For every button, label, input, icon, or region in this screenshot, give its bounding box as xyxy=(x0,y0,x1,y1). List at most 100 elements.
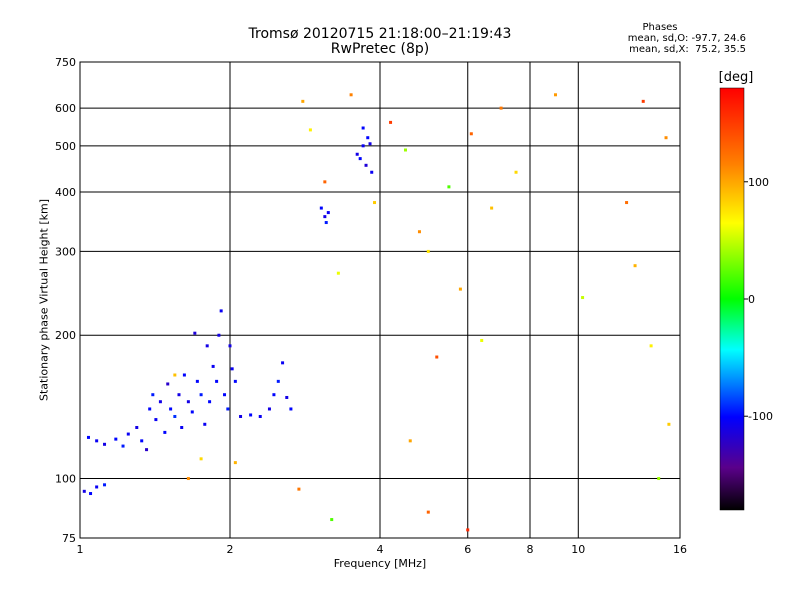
data-point-x xyxy=(199,457,203,461)
chart-subtitle: RwPretec (8p) xyxy=(330,41,430,57)
colorbar-unit: [deg] xyxy=(718,70,754,85)
data-point-o xyxy=(114,437,118,441)
data-point-x xyxy=(426,510,430,514)
data-point-o xyxy=(180,425,184,429)
x-tick-label: 10 xyxy=(571,543,585,556)
data-point-x xyxy=(323,180,327,184)
data-points xyxy=(82,93,671,532)
data-point-o xyxy=(126,432,130,436)
data-point-x xyxy=(417,230,421,234)
data-point-o xyxy=(182,373,186,377)
data-point-o xyxy=(163,430,167,434)
plot-frame xyxy=(79,61,681,539)
data-point-o xyxy=(203,422,207,426)
data-point-x xyxy=(458,287,462,291)
data-point-o xyxy=(326,211,330,215)
x-tick-label: 6 xyxy=(464,543,471,556)
data-point-o xyxy=(267,407,271,411)
data-point-o xyxy=(361,144,365,148)
data-point-o xyxy=(103,483,107,487)
colorbar-tick-label: -100 xyxy=(748,410,773,423)
data-point-x xyxy=(349,93,353,97)
data-point-o xyxy=(140,439,144,443)
data-point-o xyxy=(169,407,173,411)
data-point-o xyxy=(223,393,227,397)
x-tick-label: 16 xyxy=(673,543,687,556)
data-point-o xyxy=(226,407,230,411)
y-tick-labels: 75 100 200 300 400 500 600 750 xyxy=(55,56,76,545)
data-point-o xyxy=(208,400,212,404)
data-point-x xyxy=(408,439,412,443)
data-point-o xyxy=(145,448,149,452)
data-point-x xyxy=(581,296,585,300)
data-point-o xyxy=(323,215,327,219)
data-point-o xyxy=(272,393,276,397)
x-tick-labels: 1 2 4 6 8 10 16 xyxy=(77,543,688,556)
data-point-o xyxy=(361,126,365,130)
data-point-o xyxy=(281,361,285,365)
data-point-o xyxy=(89,492,93,496)
data-point-o xyxy=(233,379,237,383)
data-point-x xyxy=(649,344,653,348)
data-point-o xyxy=(121,444,125,448)
data-point-o xyxy=(239,414,243,418)
data-point-x xyxy=(389,120,393,124)
data-point-o xyxy=(370,170,374,174)
data-point-o xyxy=(219,309,223,313)
y-tick-label: 750 xyxy=(55,56,76,69)
data-point-o xyxy=(364,163,368,167)
data-point-o xyxy=(217,333,221,337)
data-point-o xyxy=(205,344,209,348)
data-point-x xyxy=(233,461,237,465)
data-point-x xyxy=(625,201,629,205)
data-point-o xyxy=(228,344,232,348)
data-point-o xyxy=(215,379,219,383)
data-point-o xyxy=(82,489,86,493)
data-point-x xyxy=(403,148,407,152)
colorbar-tick-label: 0 xyxy=(748,293,755,306)
x-axis-label: Frequency [MHz] xyxy=(333,557,427,570)
data-point-x xyxy=(553,93,557,97)
data-point-x xyxy=(499,106,503,110)
x-tick-label: 4 xyxy=(377,543,384,556)
x-tick-label: 1 xyxy=(77,543,84,556)
data-point-x xyxy=(466,528,470,532)
data-point-x xyxy=(490,206,494,210)
data-point-x xyxy=(186,477,190,481)
data-point-x xyxy=(173,373,177,377)
data-point-o xyxy=(86,435,90,439)
data-point-x xyxy=(426,249,430,253)
data-point-o xyxy=(285,395,289,399)
data-point-o xyxy=(211,364,215,368)
data-point-o xyxy=(249,413,253,417)
data-point-x xyxy=(435,355,439,359)
data-point-x xyxy=(657,477,661,481)
data-point-x xyxy=(514,170,518,174)
y-tick-label: 500 xyxy=(55,140,76,153)
data-point-o xyxy=(177,393,181,397)
y-tick-label: 75 xyxy=(62,532,76,545)
data-point-o xyxy=(358,157,362,161)
data-point-o xyxy=(258,414,262,418)
chart-title: Tromsø 20120715 21:18:00–21:19:43 xyxy=(248,26,512,42)
data-point-o xyxy=(158,400,162,404)
stats-title: Phases xyxy=(642,22,678,33)
data-point-x xyxy=(373,201,377,205)
y-tick-label: 400 xyxy=(55,186,76,199)
data-point-x xyxy=(480,338,484,342)
data-point-o xyxy=(135,425,139,429)
y-tick-label: 100 xyxy=(55,473,76,486)
data-point-o xyxy=(166,382,170,386)
stats-x: mean, sd,X: 75.2, 35.5 xyxy=(629,44,746,55)
data-point-x xyxy=(633,264,637,268)
data-point-x xyxy=(301,99,305,103)
x-tick-label: 8 xyxy=(527,543,534,556)
data-point-o xyxy=(154,418,158,422)
data-point-x xyxy=(664,136,668,140)
data-point-o xyxy=(193,331,197,335)
data-point-o xyxy=(151,393,155,397)
data-point-o xyxy=(324,221,328,225)
data-point-o xyxy=(103,442,107,446)
data-point-o xyxy=(195,379,199,383)
